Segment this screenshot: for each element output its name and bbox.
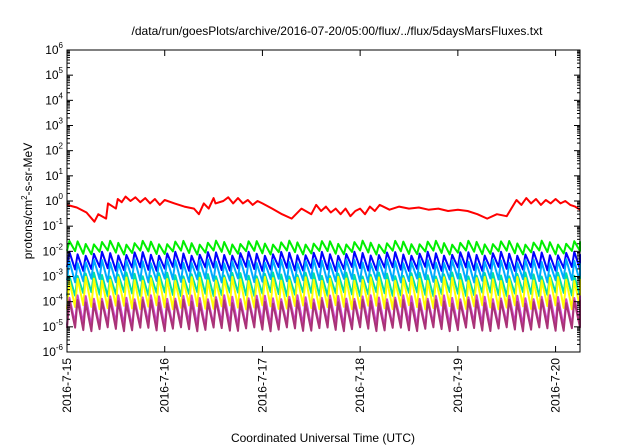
x-tick-label: 2016-7-20	[549, 358, 563, 413]
series-line	[66, 239, 581, 256]
y-tick-label: 105	[45, 66, 63, 82]
chart-title: /data/run/goesPlots/archive/2016-07-20/0…	[132, 24, 544, 38]
y-axis-ticks: 106 105 104 103 102 101 100 10-1 10-2 10-3 10-4 10-…	[43, 41, 580, 359]
series-line	[66, 298, 581, 333]
y-tick-label: 10-5	[43, 318, 64, 334]
y-tick-label: 102	[45, 142, 63, 158]
series-line	[66, 195, 581, 223]
series-layer	[66, 195, 581, 333]
series-line	[66, 250, 581, 272]
x-tick-label: 2016-7-18	[353, 358, 367, 413]
y-tick-label: 104	[45, 91, 63, 107]
y-tick-label: 10-6	[43, 343, 64, 359]
y-axis-label: protons/cm2-s-sr-MeV	[20, 143, 35, 259]
x-tick-label: 2016-7-15	[60, 358, 74, 413]
y-tick-label: 106	[45, 41, 63, 57]
x-tick-label: 2016-7-19	[451, 358, 465, 413]
x-tick-label: 2016-7-17	[255, 358, 269, 413]
x-axis-ticks: 2016-7-15 2016-7-16 2016-7-17 2016-7-18 2016…	[60, 50, 563, 413]
y-tick-label: 103	[45, 117, 63, 133]
y-tick-label: 10-1	[43, 217, 64, 233]
x-axis-label: Coordinated Universal Time (UTC)	[231, 431, 415, 445]
series-line	[66, 275, 581, 311]
y-tick-label: 10-3	[43, 268, 64, 284]
series-line	[66, 258, 581, 284]
y-tick-label: 10-4	[43, 293, 64, 309]
x-tick-label: 2016-7-16	[158, 358, 172, 413]
plot-frame	[66, 49, 581, 353]
y-tick-label: 100	[45, 192, 63, 208]
y-tick-label: 101	[45, 167, 63, 183]
y-tick-label: 10-2	[43, 242, 64, 258]
